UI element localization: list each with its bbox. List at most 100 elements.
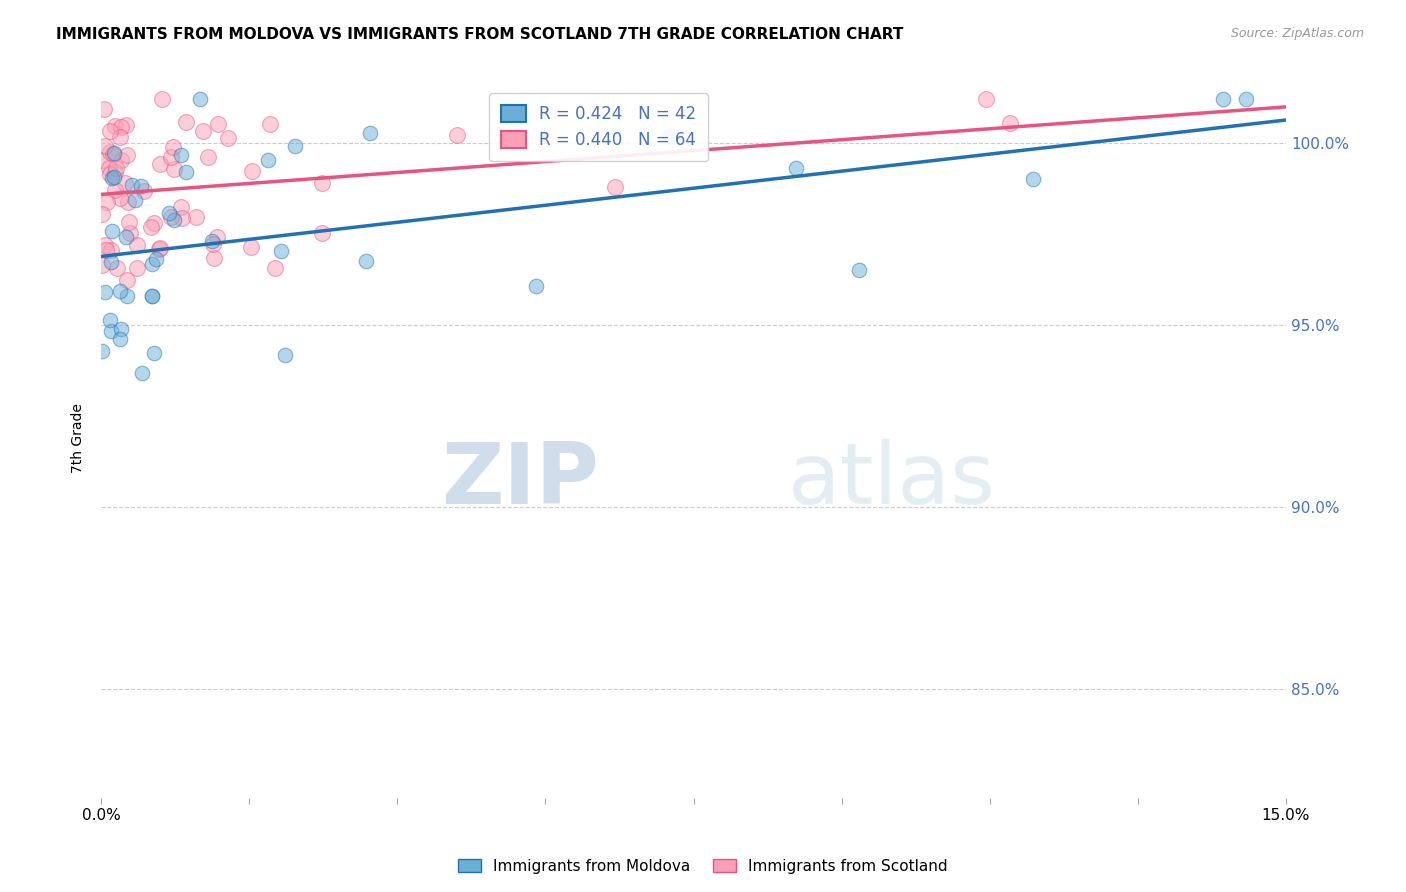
Point — [1236, 92, 1258, 106]
Point — [270, 244, 292, 259]
Y-axis label: 7th Grade: 7th Grade — [72, 403, 86, 473]
Point — [170, 211, 193, 225]
Point — [91, 153, 114, 168]
Point — [115, 230, 138, 244]
Point — [134, 184, 156, 198]
Point — [174, 164, 197, 178]
Point — [141, 289, 163, 303]
Text: Source: ZipAtlas.com: Source: ZipAtlas.com — [1230, 27, 1364, 40]
Point — [207, 117, 229, 131]
Point — [101, 224, 124, 238]
Point — [100, 255, 122, 269]
Point — [188, 92, 211, 106]
Point — [201, 236, 224, 251]
Point — [202, 252, 225, 266]
Point — [117, 194, 139, 209]
Point — [104, 164, 127, 178]
Point — [110, 285, 132, 299]
Point — [191, 124, 214, 138]
Point — [105, 261, 128, 276]
Point — [91, 259, 114, 273]
Point — [359, 126, 381, 140]
Point — [94, 238, 117, 252]
Point — [103, 170, 125, 185]
Point — [446, 128, 468, 142]
Point — [115, 273, 138, 287]
Point — [142, 346, 165, 360]
Point — [162, 140, 184, 154]
Point — [98, 124, 121, 138]
Point — [785, 161, 807, 176]
Point — [174, 115, 197, 129]
Point — [259, 117, 281, 131]
Point — [170, 148, 193, 162]
Point — [974, 92, 997, 106]
Point — [1212, 92, 1234, 106]
Point — [311, 176, 333, 190]
Point — [100, 244, 122, 258]
Point — [239, 239, 262, 253]
Point — [91, 207, 114, 221]
Point — [108, 190, 131, 204]
Point — [217, 131, 239, 145]
Point — [97, 161, 120, 176]
Point — [145, 252, 167, 267]
Point — [205, 230, 228, 244]
Point — [118, 215, 141, 229]
Point — [848, 263, 870, 277]
Point — [91, 343, 114, 358]
Point — [1022, 171, 1045, 186]
Point — [98, 312, 121, 326]
Point — [150, 92, 173, 106]
Point — [240, 164, 263, 178]
Point — [184, 211, 207, 225]
Point — [104, 120, 127, 134]
Point — [998, 116, 1021, 130]
Point — [100, 145, 122, 159]
Point — [93, 103, 115, 117]
Point — [157, 206, 180, 220]
Point — [141, 219, 163, 234]
Point — [284, 139, 307, 153]
Point — [273, 348, 295, 362]
Point — [169, 200, 191, 214]
Point — [148, 243, 170, 257]
Text: IMMIGRANTS FROM MOLDOVA VS IMMIGRANTS FROM SCOTLAND 7TH GRADE CORRELATION CHART: IMMIGRANTS FROM MOLDOVA VS IMMIGRANTS FR… — [56, 27, 904, 42]
Point — [256, 153, 278, 168]
Point — [110, 332, 132, 346]
Point — [311, 226, 333, 240]
Point — [94, 138, 117, 153]
Point — [141, 257, 163, 271]
Point — [603, 180, 626, 194]
Point — [524, 278, 547, 293]
Point — [129, 179, 152, 194]
Point — [110, 153, 132, 167]
Point — [163, 213, 186, 227]
Point — [115, 288, 138, 302]
Point — [110, 322, 132, 336]
Point — [149, 241, 172, 255]
Point — [160, 210, 183, 224]
Point — [658, 128, 681, 143]
Point — [94, 243, 117, 257]
Point — [141, 288, 163, 302]
Point — [93, 285, 115, 300]
Point — [124, 194, 146, 208]
Point — [103, 147, 125, 161]
Point — [125, 260, 148, 275]
Point — [104, 161, 127, 176]
Point — [101, 171, 124, 186]
Point — [131, 366, 153, 380]
Point — [127, 237, 149, 252]
Point — [110, 120, 132, 135]
Legend: Immigrants from Moldova, Immigrants from Scotland: Immigrants from Moldova, Immigrants from… — [451, 853, 955, 880]
Point — [159, 150, 181, 164]
Point — [142, 216, 165, 230]
Point — [354, 253, 377, 268]
Legend: R = 0.424   N = 42, R = 0.440   N = 64: R = 0.424 N = 42, R = 0.440 N = 64 — [489, 93, 709, 161]
Text: atlas: atlas — [789, 440, 997, 523]
Point — [110, 129, 132, 144]
Point — [103, 146, 125, 161]
Point — [96, 194, 118, 209]
Point — [201, 234, 224, 248]
